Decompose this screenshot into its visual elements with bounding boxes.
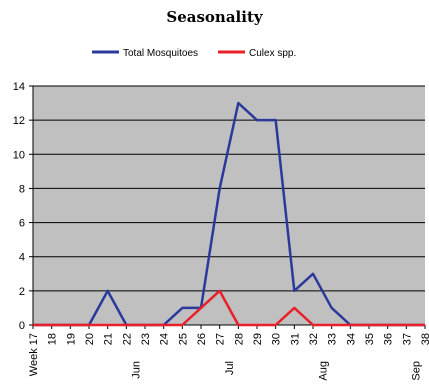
y-tick-label: 12 [13, 115, 25, 127]
y-tick-label: 6 [19, 218, 25, 230]
month-labels: Jun Jul Aug Sep [131, 361, 423, 381]
month-label: Aug [317, 361, 329, 381]
x-tick-label: 22 [121, 333, 133, 345]
x-tick-label: 26 [196, 333, 208, 345]
x-tick-label: 24 [159, 333, 171, 345]
x-tick-label: Week 17 [28, 333, 40, 376]
x-tick-label: 30 [271, 333, 283, 345]
legend-label: Culex spp. [249, 48, 296, 59]
x-tick-label: 23 [140, 333, 152, 345]
x-tick-label: 20 [84, 333, 96, 345]
x-tick-label: 34 [345, 333, 357, 345]
y-tick-label: 4 [19, 252, 25, 264]
x-tick-label: 37 [401, 333, 413, 345]
x-tick-label: 27 [215, 333, 227, 345]
x-tick-label: 19 [65, 333, 77, 345]
y-tick-label: 2 [19, 286, 25, 298]
x-tick-label: 21 [103, 333, 115, 345]
series-line-culex-spp [33, 289, 425, 327]
legend-label: Total Mosquitoes [123, 48, 198, 59]
x-tick-label: 32 [308, 333, 320, 345]
series-lines [33, 101, 425, 327]
x-tick-label: 31 [289, 333, 301, 345]
y-tick-label: 8 [19, 183, 25, 195]
x-tick-label: 38 [420, 333, 429, 345]
y-tick-labels: 0 2 4 6 8 10 12 14 [13, 81, 25, 332]
x-tick-label: 28 [233, 333, 245, 345]
gridlines [33, 85, 425, 292]
x-tick-label: 36 [383, 333, 395, 345]
plot-area [33, 86, 425, 325]
x-tick-label: 33 [327, 333, 339, 345]
x-tick-label: 25 [177, 333, 189, 345]
chart-title: Seasonality [166, 8, 263, 26]
x-tick-label: 18 [47, 333, 59, 345]
chart-legend: Total Mosquitoes Culex spp. [92, 48, 296, 59]
x-tick-labels: Week 17 18 19 20 21 22 23 24 25 26 27 28 29 30 31 32 33 3… [28, 333, 429, 376]
x-tick-label: 35 [364, 333, 376, 345]
x-tick-label: 29 [252, 333, 264, 345]
y-tick-label: 0 [19, 320, 25, 332]
y-tick-label: 10 [13, 149, 25, 161]
month-label: Sep [411, 361, 423, 381]
month-label: Jun [131, 361, 143, 379]
month-label: Jul [224, 361, 236, 375]
y-tick-label: 14 [13, 81, 25, 93]
